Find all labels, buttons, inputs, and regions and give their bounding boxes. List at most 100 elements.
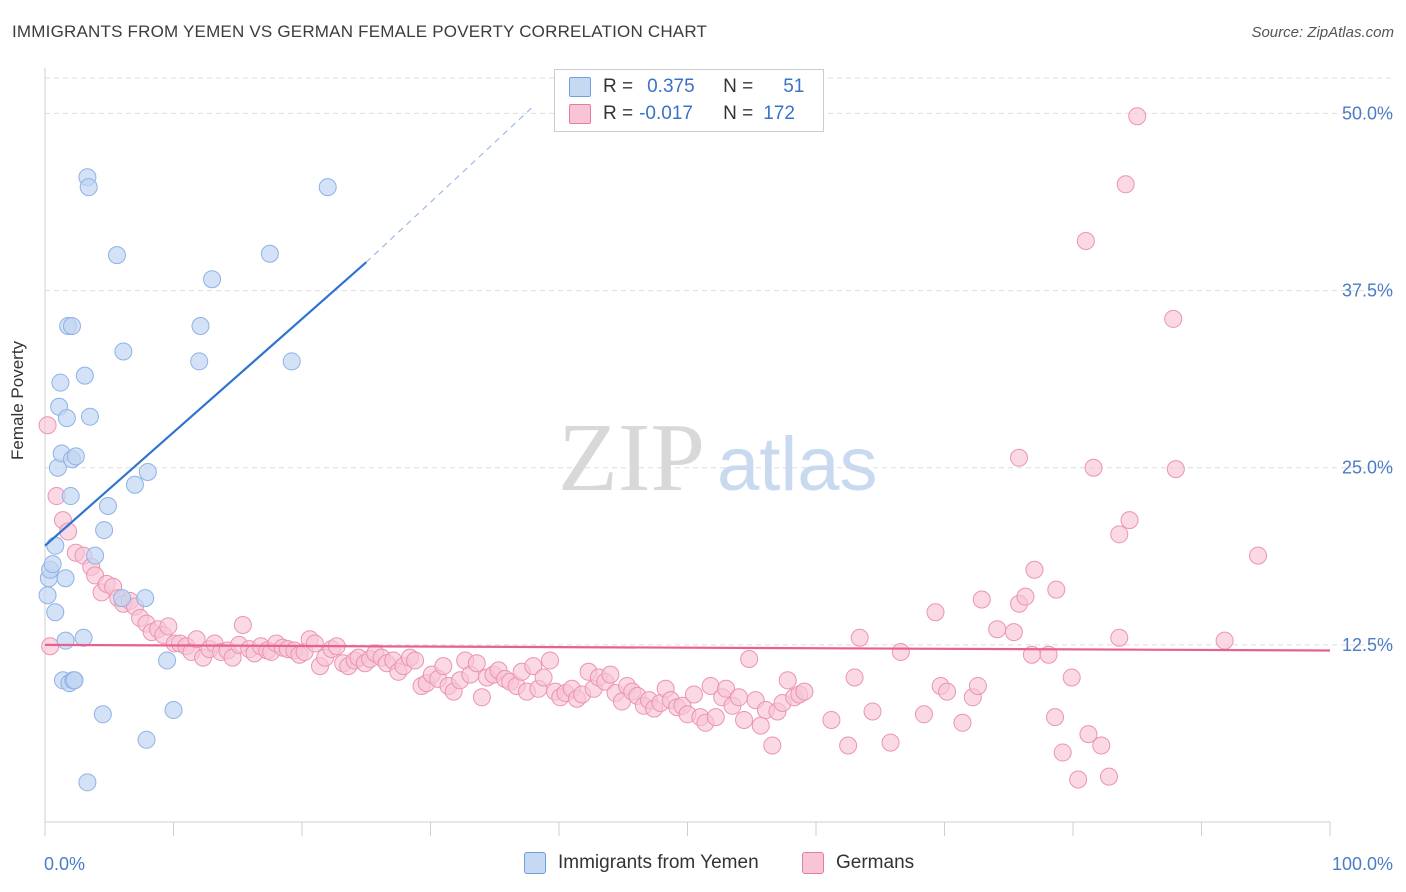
data-point-germans [472,688,491,707]
data-point-germans [845,668,864,687]
gridlines [45,77,1395,646]
watermark: ZIP atlas [558,404,878,512]
data-point-germans [891,642,910,661]
data-point-germans [968,676,987,695]
tick-labels: 12.5% 25.0% 37.5% 50.0% 0.0% 100.0% [44,103,1393,874]
data-point-germans [938,682,957,701]
data-point-yemen [95,521,114,540]
data-point-germans [1016,587,1035,606]
data-point-yemen [75,366,94,385]
data-point-germans [1092,736,1111,755]
series-germans [38,107,1268,789]
data-point-germans [1046,708,1065,727]
data-point-yemen [46,603,65,622]
legend-r-label: R = [603,103,634,124]
data-point-yemen [61,487,80,506]
data-point-germans [926,603,945,622]
data-point-yemen [79,178,98,197]
data-point-yemen [46,536,65,555]
legend-n-label: N = [723,76,754,97]
data-point-yemen [56,569,75,588]
data-point-yemen [74,628,93,647]
data-point-germans [1084,458,1103,477]
data-point-germans [751,716,770,735]
data-point-germans [524,657,543,676]
data-point-yemen [191,317,210,335]
data-point-germans [1249,546,1268,565]
data-point-germans [795,682,814,701]
data-point-yemen [56,631,75,650]
data-point-yemen [113,589,132,608]
data-point-germans [972,590,991,609]
legend-r-value: -0.017 [639,103,693,124]
legend-swatch-blue [569,77,591,97]
trend-lines [44,105,1331,652]
data-point-germans [534,668,553,687]
data-point-germans [1164,309,1183,328]
data-point-germans [1166,460,1185,479]
data-point-germans [1079,725,1098,744]
data-point-germans [881,733,900,752]
legend-swatch-pink [802,852,824,874]
axes [44,68,1331,836]
data-point-germans [1099,767,1118,786]
data-point-yemen [138,462,157,481]
data-point-germans [763,736,782,755]
data-point-yemen [80,407,99,426]
data-point-yemen [203,270,222,289]
legend-swatch-pink [569,104,591,124]
watermark-zip: ZIP [558,404,705,512]
y-axis-label: Female Poverty [8,340,27,460]
x-tick-label: 0.0% [44,854,85,874]
y-tick-label: 12.5% [1342,635,1393,655]
series-immigrants-from-yemen [38,168,337,792]
data-point-germans [778,671,797,690]
legend-item-germans: Germans [802,852,914,874]
data-point-yemen [62,317,81,335]
legend-swatch-blue [524,852,546,874]
data-point-yemen [137,730,156,749]
data-point-germans [914,705,933,724]
data-point-germans [740,650,759,669]
data-point-yemen [93,705,112,724]
data-point-germans [541,651,560,670]
trend-line-yemen [44,261,367,547]
data-point-yemen [78,773,97,792]
data-point-yemen [86,546,105,565]
data-point-germans [601,665,620,684]
data-point-germans [467,654,486,673]
data-point-yemen [136,589,155,608]
data-point-germans [1047,580,1066,599]
data-point-germans [822,710,841,729]
data-point-germans [406,651,425,670]
data-point-germans [1120,511,1139,530]
data-point-yemen [282,352,301,371]
data-point-germans [684,685,703,704]
data-point-yemen [158,651,177,670]
legend-n-label: N = [723,103,754,124]
legend-row-yemen: R = 0.375 N = 51 [569,76,804,98]
data-point-yemen [66,447,85,466]
data-point-germans [1069,770,1088,789]
data-point-germans [41,637,60,656]
data-point-yemen [164,701,183,720]
data-point-germans [1053,743,1072,762]
data-point-germans [305,634,324,653]
data-point-yemen [98,496,117,515]
correlation-legend: R = 0.375 N = 51 R = -0.017 N = 172 [554,69,824,132]
data-point-germans [1004,623,1023,642]
data-point-germans [850,628,869,647]
data-point-germans [729,688,748,707]
data-point-yemen [318,178,337,197]
watermark-atlas: atlas [717,422,878,507]
trend-line-germans [44,643,1331,652]
source-label: Source: ZipAtlas.com [1251,24,1394,41]
data-point-germans [1039,645,1058,664]
data-point-yemen [57,409,76,428]
data-point-germans [1062,668,1081,687]
data-point-yemen [65,671,84,690]
data-point-germans [988,620,1007,639]
data-point-yemen [125,475,144,494]
data-point-germans [1215,631,1234,650]
